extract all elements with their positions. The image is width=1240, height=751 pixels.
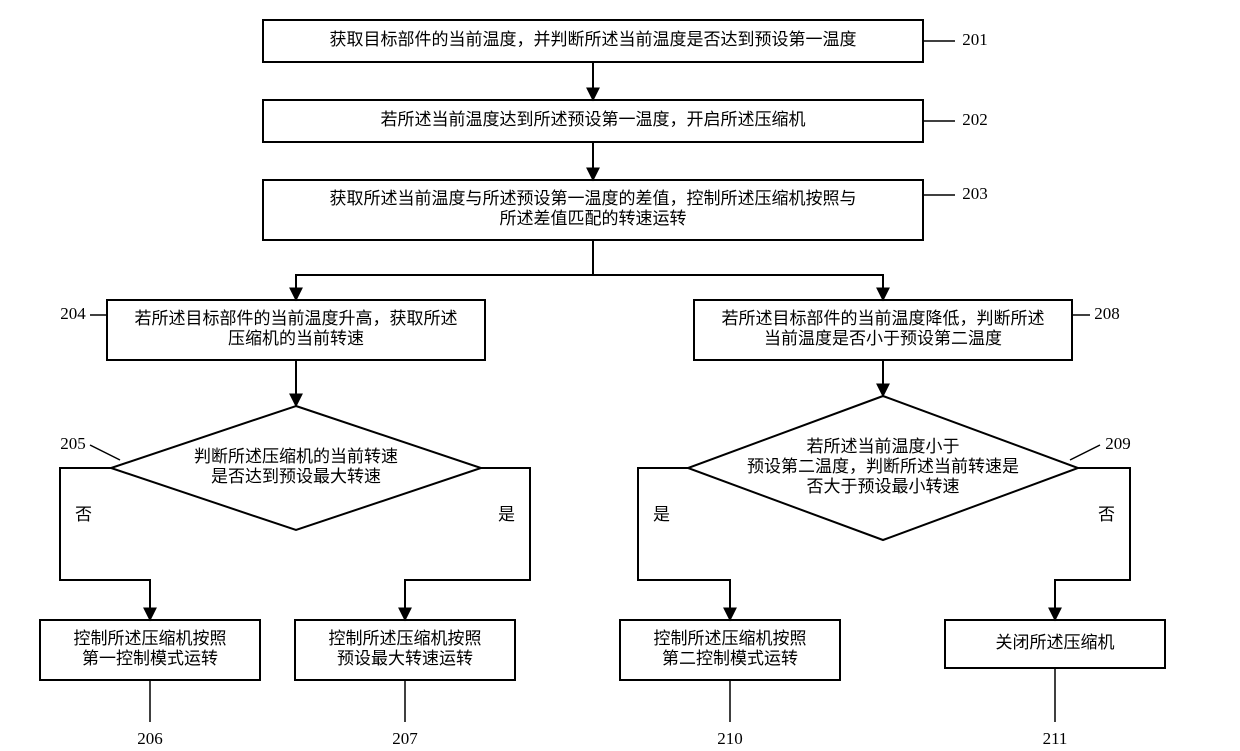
ref-208: 208 — [1094, 304, 1120, 323]
edge-label-7: 是 — [498, 505, 515, 524]
n209-line1: 预设第二温度，判断所述当前转速是 — [747, 457, 1019, 476]
n208: 若所述目标部件的当前温度降低，判断所述当前温度是否小于预设第二温度 — [694, 300, 1072, 360]
ref-leader-4 — [90, 445, 120, 460]
edge-8 — [638, 468, 730, 620]
ref-204: 204 — [60, 304, 86, 323]
ref-209: 209 — [1105, 434, 1131, 453]
n209: 若所述当前温度小于预设第二温度，判断所述当前转速是否大于预设最小转速 — [688, 396, 1078, 540]
n206-line0: 控制所述压缩机按照 — [74, 629, 227, 648]
n205-line1: 是否达到预设最大转速 — [211, 467, 381, 486]
n202-line0: 若所述当前温度达到所述预设第一温度，开启所述压缩机 — [381, 110, 806, 129]
ref-210: 210 — [717, 729, 743, 748]
n203: 获取所述当前温度与所述预设第一温度的差值，控制所述压缩机按照与所述差值匹配的转速… — [263, 180, 923, 240]
ref-203: 203 — [962, 184, 988, 203]
n208-line0: 若所述目标部件的当前温度降低，判断所述 — [722, 309, 1045, 328]
n207-line1: 预设最大转速运转 — [337, 649, 473, 668]
n202: 若所述当前温度达到所述预设第一温度，开启所述压缩机 — [263, 100, 923, 142]
n203-line0: 获取所述当前温度与所述预设第一温度的差值，控制所述压缩机按照与 — [330, 189, 857, 208]
n209-line0: 若所述当前温度小于 — [807, 437, 960, 456]
edge-7 — [405, 468, 530, 620]
n201: 获取目标部件的当前温度，并判断所述当前温度是否达到预设第一温度 — [263, 20, 923, 62]
n207: 控制所述压缩机按照预设最大转速运转 — [295, 620, 515, 680]
n201-line0: 获取目标部件的当前温度，并判断所述当前温度是否达到预设第一温度 — [330, 30, 857, 49]
n204-line1: 压缩机的当前转速 — [228, 329, 364, 348]
n204: 若所述目标部件的当前温度升高，获取所述压缩机的当前转速 — [107, 300, 485, 360]
n210-line0: 控制所述压缩机按照 — [654, 629, 807, 648]
ref-207: 207 — [392, 729, 418, 748]
n211: 关闭所述压缩机 — [945, 620, 1165, 668]
n207-line0: 控制所述压缩机按照 — [329, 629, 482, 648]
n209-line2: 否大于预设最小转速 — [807, 477, 960, 496]
n205: 判断所述压缩机的当前转速是否达到预设最大转速 — [111, 406, 481, 530]
n205-line0: 判断所述压缩机的当前转速 — [194, 447, 398, 466]
ref-211: 211 — [1043, 729, 1068, 748]
edge-3 — [593, 240, 883, 300]
ref-202: 202 — [962, 110, 988, 129]
ref-206: 206 — [137, 729, 163, 748]
n210: 控制所述压缩机按照第二控制模式运转 — [620, 620, 840, 680]
n210-line1: 第二控制模式运转 — [662, 649, 798, 668]
ref-205: 205 — [60, 434, 86, 453]
edge-label-8: 是 — [653, 505, 670, 524]
edge-label-9: 否 — [1098, 505, 1115, 524]
n211-line0: 关闭所述压缩机 — [996, 633, 1115, 652]
edge-2 — [296, 240, 593, 300]
n204-line0: 若所述目标部件的当前温度升高，获取所述 — [135, 309, 458, 328]
edge-label-6: 否 — [75, 505, 92, 524]
n203-line1: 所述差值匹配的转速运转 — [500, 209, 687, 228]
ref-leader-8 — [1070, 445, 1100, 460]
n206-line1: 第一控制模式运转 — [82, 649, 218, 668]
n206: 控制所述压缩机按照第一控制模式运转 — [40, 620, 260, 680]
edge-6 — [60, 468, 150, 620]
n208-line1: 当前温度是否小于预设第二温度 — [764, 329, 1002, 348]
edge-9 — [1055, 468, 1130, 620]
ref-201: 201 — [962, 30, 988, 49]
